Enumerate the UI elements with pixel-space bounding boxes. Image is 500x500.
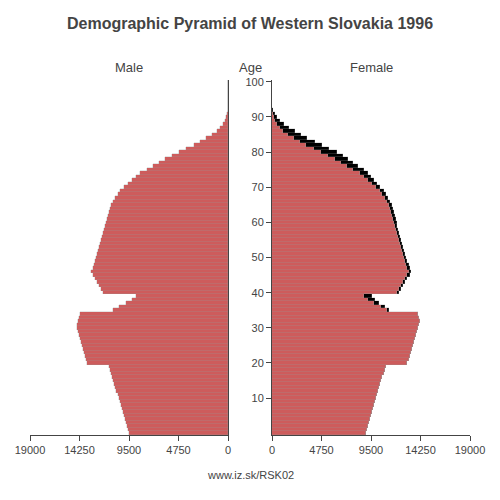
svg-text:70: 70: [252, 181, 264, 193]
svg-text:20: 20: [252, 357, 264, 369]
svg-text:Demographic Pyramid of Western: Demographic Pyramid of Western Slovakia …: [67, 15, 433, 32]
svg-text:Male: Male: [115, 60, 143, 75]
svg-text:9500: 9500: [359, 444, 383, 456]
svg-text:30: 30: [252, 322, 264, 334]
svg-text:4750: 4750: [166, 444, 190, 456]
svg-text:14250: 14250: [405, 444, 436, 456]
svg-text:50: 50: [252, 251, 264, 263]
svg-text:14250: 14250: [64, 444, 95, 456]
svg-text:19000: 19000: [455, 444, 486, 456]
svg-text:100: 100: [245, 76, 263, 88]
svg-text:0: 0: [225, 444, 231, 456]
svg-text:4750: 4750: [309, 444, 333, 456]
svg-text:80: 80: [252, 146, 264, 158]
svg-text:9500: 9500: [117, 444, 141, 456]
svg-text:10: 10: [252, 392, 264, 404]
svg-text:90: 90: [252, 111, 264, 123]
svg-text:Age: Age: [239, 60, 262, 75]
svg-text:60: 60: [252, 216, 264, 228]
svg-text:www.iz.sk/RSK02: www.iz.sk/RSK02: [207, 469, 294, 481]
svg-text:Female: Female: [350, 60, 393, 75]
svg-text:19000: 19000: [15, 444, 46, 456]
svg-text:40: 40: [252, 287, 264, 299]
svg-text:0: 0: [269, 444, 275, 456]
